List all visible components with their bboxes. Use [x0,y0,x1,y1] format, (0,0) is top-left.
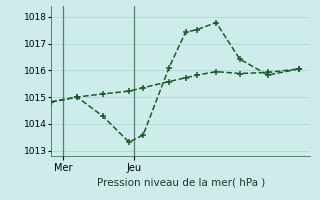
X-axis label: Pression niveau de la mer( hPa ): Pression niveau de la mer( hPa ) [97,177,265,187]
